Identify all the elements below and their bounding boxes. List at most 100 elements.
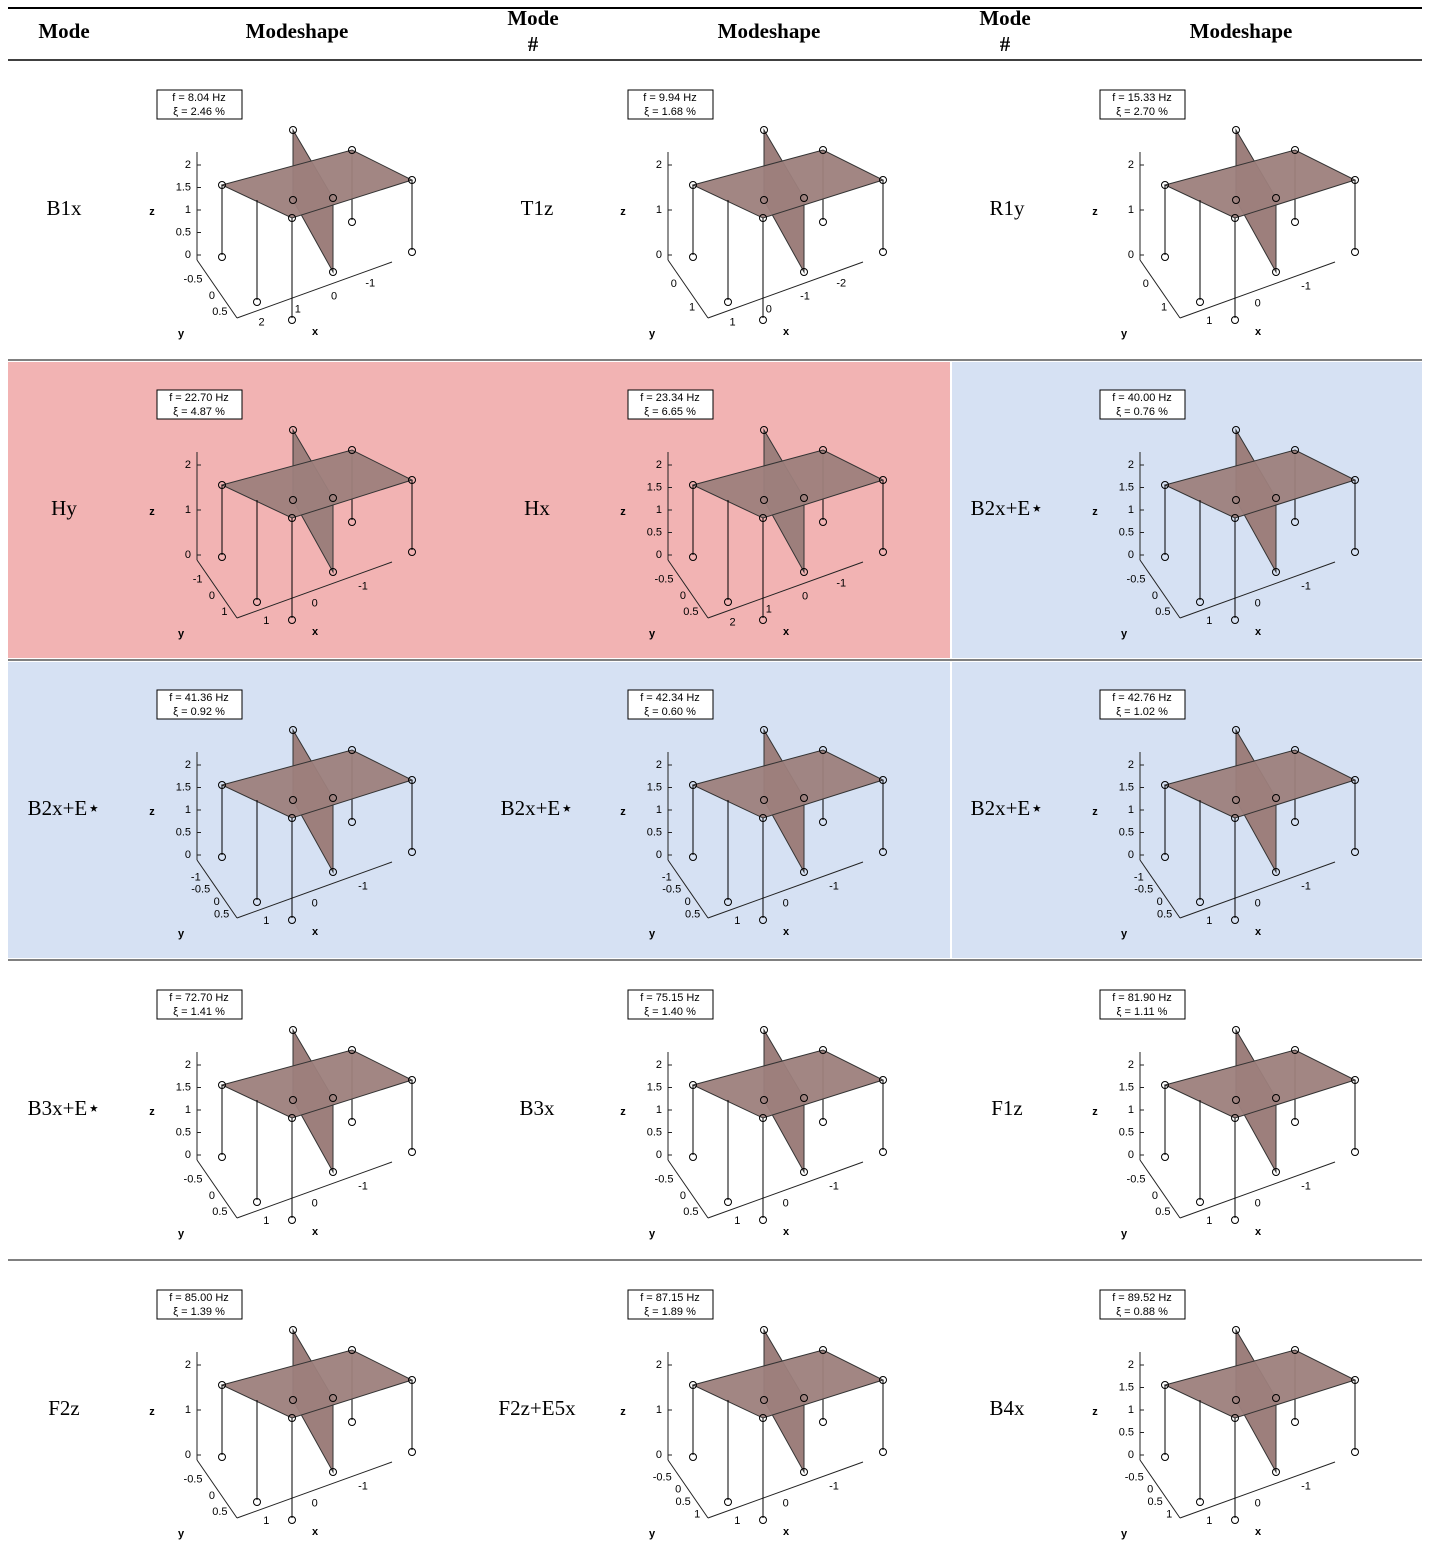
mode-name: T1z	[521, 196, 554, 220]
x-label: x	[1255, 1526, 1262, 1538]
node	[879, 1148, 887, 1156]
x-tick-label: -1	[829, 1480, 839, 1492]
z-tick-label: 1	[1128, 1404, 1134, 1416]
frequency: f = 75.15 Hz	[640, 992, 700, 1004]
x-tick-label: -1	[358, 580, 368, 592]
frequency: f = 23.34 Hz	[640, 392, 700, 404]
x-tick-label: 1	[295, 304, 301, 316]
x-axis	[1179, 1161, 1336, 1219]
x-tick-label: -1	[836, 578, 846, 590]
z-tick-label: 0	[656, 1149, 662, 1161]
y-axis	[196, 859, 238, 919]
slab	[220, 449, 414, 519]
node	[289, 1026, 297, 1034]
node	[760, 126, 768, 134]
y-axis	[1139, 1459, 1181, 1519]
y-tick-label: -0.5	[655, 1174, 674, 1186]
damping: ξ = 0.76 %	[1116, 406, 1168, 418]
node	[1291, 818, 1299, 826]
y-tick-label: 0.5	[1147, 1496, 1162, 1508]
x-axis	[707, 1161, 864, 1219]
node	[800, 868, 808, 876]
x-tick-label: 0	[1255, 1498, 1261, 1510]
header-cell: Mode	[507, 6, 558, 30]
node	[760, 796, 768, 804]
info-box	[1099, 689, 1186, 720]
node	[289, 426, 297, 434]
node	[408, 176, 416, 184]
z-tick-label: 1	[656, 1104, 662, 1116]
info-box	[156, 689, 243, 720]
y-tick-label: 0	[680, 1190, 686, 1202]
node	[289, 126, 297, 134]
x-tick-label: 1	[766, 604, 772, 616]
damping: ξ = 1.11 %	[1117, 1006, 1168, 1018]
slab	[691, 1049, 885, 1119]
frequency: f = 42.34 Hz	[640, 692, 700, 704]
y-axis	[667, 559, 709, 619]
slab	[1163, 1349, 1357, 1419]
mode-name: R1y	[989, 196, 1025, 220]
node	[689, 853, 697, 861]
cell-background	[952, 662, 1422, 958]
node	[408, 476, 416, 484]
y-tick-label: 0.5	[675, 1496, 690, 1508]
x-tick-label: 0	[1255, 298, 1261, 310]
frequency: f = 41.36 Hz	[169, 692, 229, 704]
x-tick-label: 0	[312, 598, 318, 610]
y-tick-label: -0.5	[653, 1471, 672, 1483]
x-axis	[1179, 861, 1336, 919]
z-tick-label: 2	[1128, 1359, 1134, 1371]
z-tick-label: 0.5	[647, 1126, 662, 1138]
x-tick-label: 2	[729, 617, 735, 629]
x-label: x	[312, 326, 319, 338]
node	[1232, 1026, 1240, 1034]
node	[348, 1418, 356, 1426]
node	[1272, 1168, 1280, 1176]
z-tick-label: 1	[656, 204, 662, 216]
node	[1291, 446, 1299, 454]
node	[1351, 1448, 1359, 1456]
x-tick-label: 2	[258, 317, 264, 329]
node	[1272, 268, 1280, 276]
node	[724, 898, 732, 906]
y-label: y	[649, 1528, 656, 1540]
node	[1291, 218, 1299, 226]
z-tick-label: 0.5	[647, 526, 662, 538]
node	[253, 298, 261, 306]
node	[348, 146, 356, 154]
damping: ξ = 4.87 %	[173, 406, 225, 418]
node	[879, 1076, 887, 1084]
node	[759, 214, 767, 222]
node	[329, 794, 337, 802]
x-axis	[236, 1461, 393, 1519]
x-label: x	[1255, 326, 1262, 338]
x-label: x	[1255, 926, 1262, 938]
node	[879, 1376, 887, 1384]
node	[879, 548, 887, 556]
z-tick-label: 1	[1128, 804, 1134, 816]
node	[1231, 916, 1239, 924]
node	[348, 218, 356, 226]
node	[819, 446, 827, 454]
y-axis	[667, 1159, 709, 1219]
z-label: z	[149, 1406, 155, 1418]
node	[218, 1453, 226, 1461]
x-tick-label: 0	[783, 898, 789, 910]
z-tick-label: 0	[656, 849, 662, 861]
x-axis	[707, 261, 864, 319]
y-label: y	[1121, 328, 1128, 340]
node	[879, 1448, 887, 1456]
y-tick-label: 0	[675, 1484, 681, 1496]
node	[288, 316, 296, 324]
node	[800, 194, 808, 202]
y-tick-label: -0.5	[191, 884, 210, 896]
node	[253, 1198, 261, 1206]
z-tick-label: 2	[656, 459, 662, 471]
y-label: y	[178, 1528, 185, 1540]
z-tick-label: 1	[185, 1104, 191, 1116]
x-axis	[236, 1161, 393, 1219]
z-tick-label: 0.5	[647, 826, 662, 838]
node	[1291, 1418, 1299, 1426]
x-label: x	[1255, 1226, 1262, 1238]
